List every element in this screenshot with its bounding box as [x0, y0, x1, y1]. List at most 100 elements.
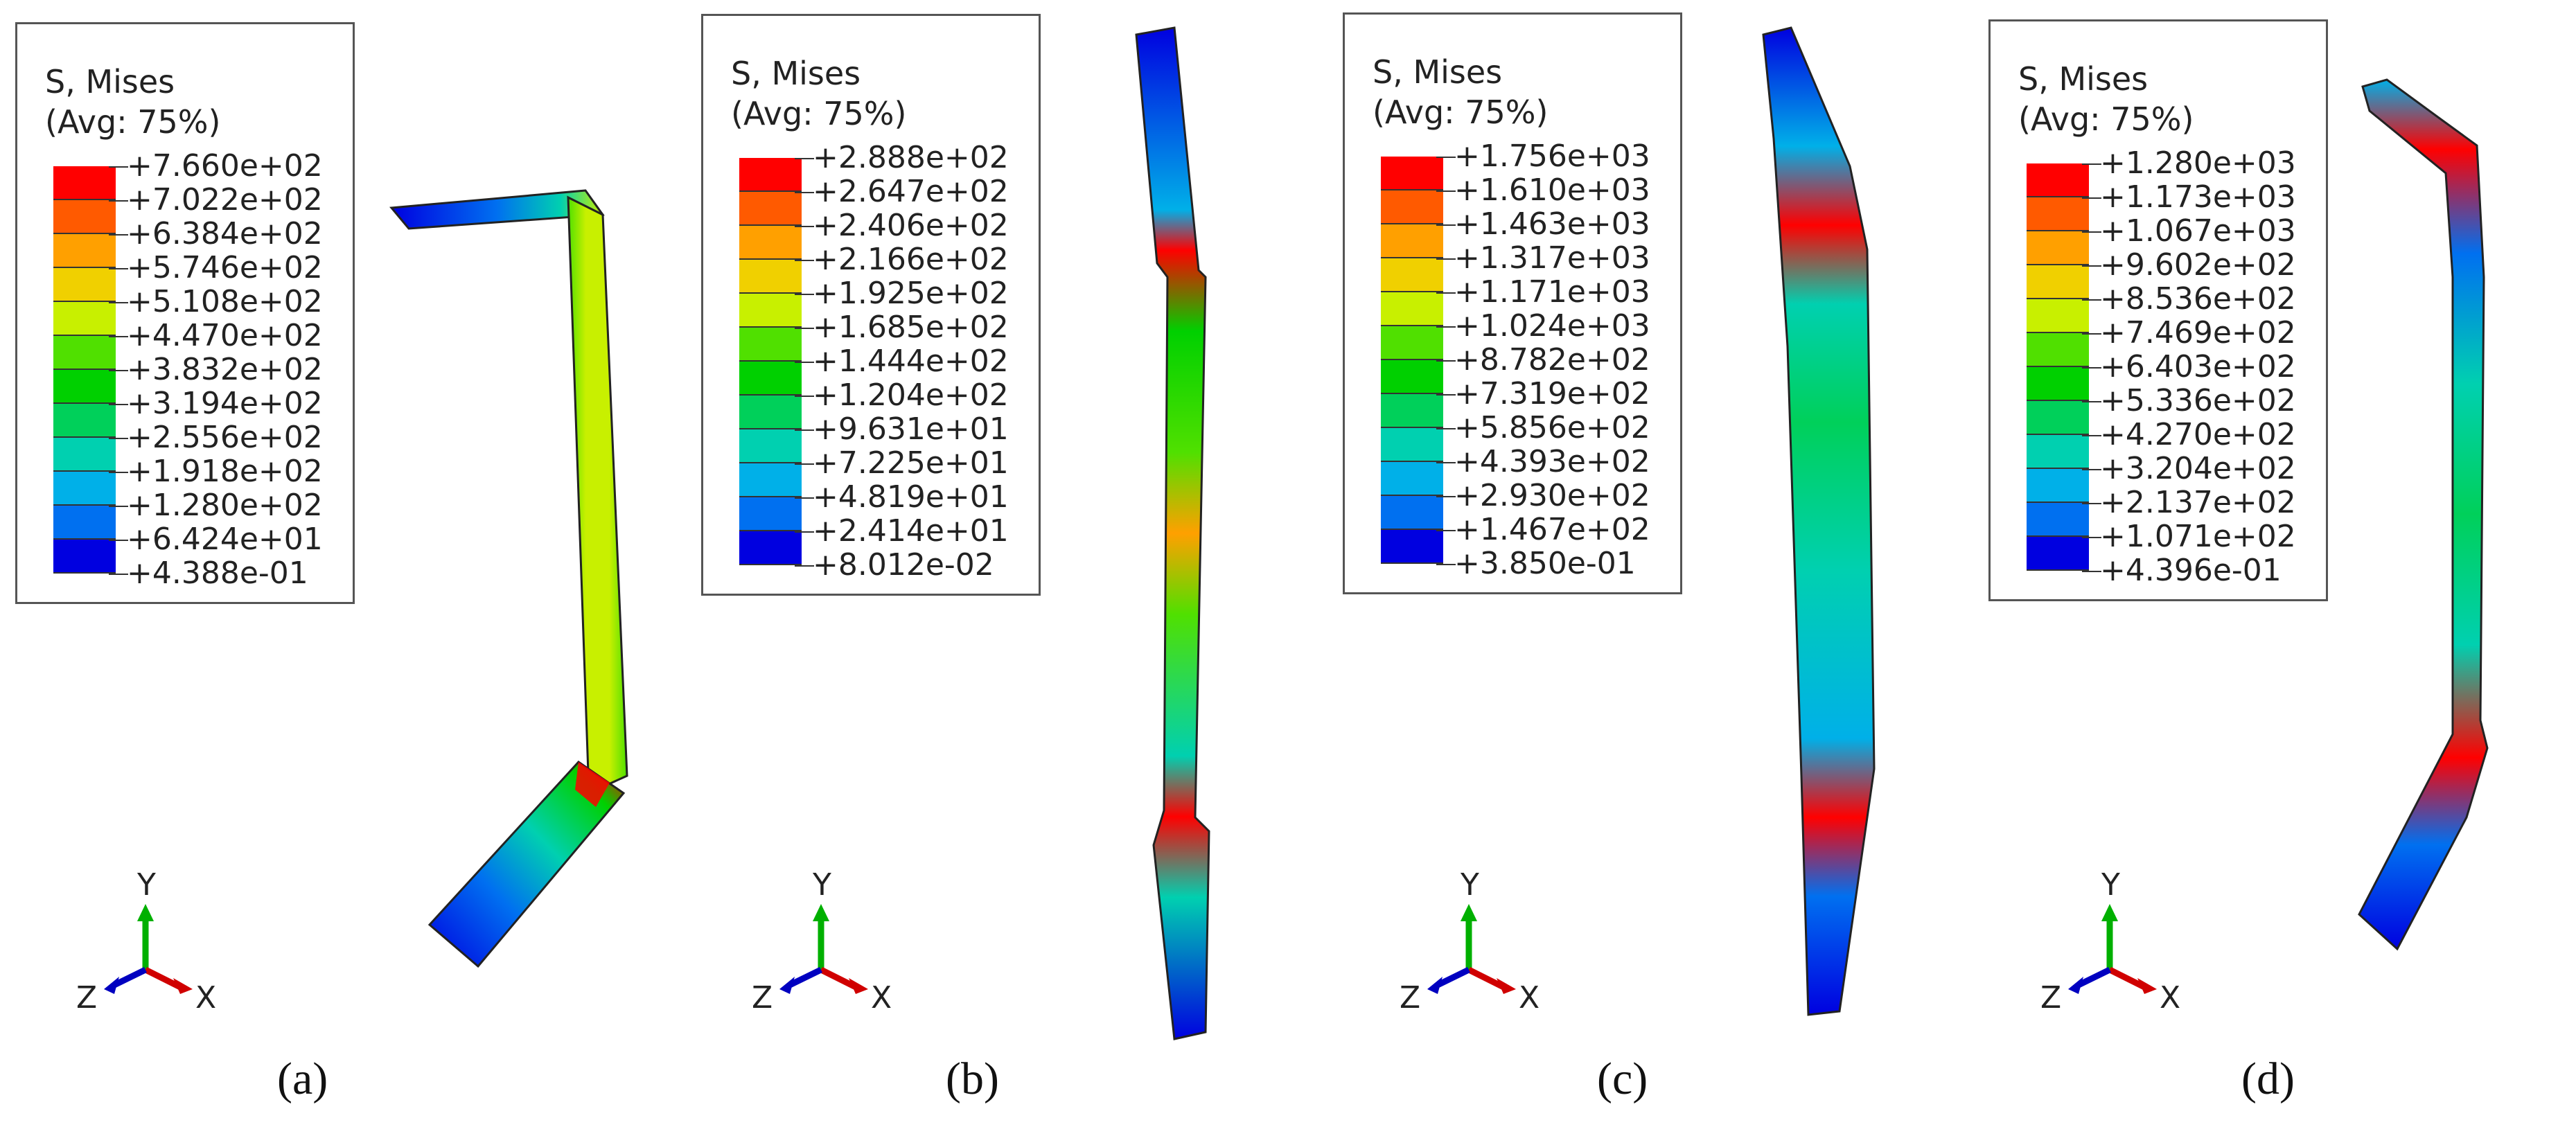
- legend-value: +2.406e+02: [813, 208, 1009, 243]
- legend-value: +4.396e-01: [2100, 553, 2282, 588]
- legend-value: +3.194e+02: [127, 386, 323, 421]
- legend-value: +6.424e+01: [127, 522, 323, 557]
- legend-subtitle-a: (Avg: 75%): [45, 103, 221, 141]
- legend-title-d: S, Mises: [2018, 60, 2149, 98]
- legend-tick: [1436, 157, 1456, 158]
- legend-value: +2.930e+02: [1454, 478, 1650, 513]
- axis-triad-a: Y X Z: [76, 867, 216, 1015]
- legend-value: +1.171e+03: [1454, 274, 1650, 310]
- legend-value: +1.463e+03: [1454, 206, 1650, 242]
- legend-value: +9.631e+01: [813, 411, 1009, 447]
- legend-tick: [2082, 401, 2101, 402]
- legend-title-c: S, Mises: [1373, 53, 1503, 91]
- legend-value: +5.856e+02: [1454, 410, 1650, 445]
- legend-value: +1.918e+02: [127, 454, 323, 489]
- legend-value: +8.782e+02: [1454, 342, 1650, 378]
- legend-value: +7.319e+02: [1454, 376, 1650, 411]
- legend-b: S, Mises (Avg: 75%) +2.888e+02 +2.647e+0…: [701, 14, 1041, 596]
- x-axis-label: X: [1519, 980, 1540, 1015]
- legend-value: +1.756e+03: [1454, 139, 1650, 174]
- legend-a: S, Mises (Avg: 75%) +7.660e+02 +7.022e+0…: [15, 22, 355, 604]
- legend-subtitle-c: (Avg: 75%): [1373, 94, 1549, 131]
- legend-value: +1.024e+03: [1454, 308, 1650, 344]
- legend-tick: [1436, 258, 1456, 260]
- legend-value: +1.467e+02: [1454, 512, 1650, 547]
- legend-tick: [2082, 197, 2101, 199]
- legend-value: +2.137e+02: [2100, 485, 2296, 520]
- legend-tick: [1436, 360, 1456, 362]
- legend-value: +4.819e+01: [813, 479, 1009, 515]
- legend-value: +9.602e+02: [2100, 247, 2296, 283]
- legend-value: +8.012e-02: [813, 547, 994, 583]
- legend-value: +1.204e+02: [813, 378, 1009, 413]
- panel-label-d: (d): [2241, 1054, 2295, 1104]
- legend-value: +1.685e+02: [813, 310, 1009, 345]
- legend-tick: [2082, 537, 2101, 538]
- legend-value: +2.647e+02: [813, 174, 1009, 209]
- legend-value: +1.280e+02: [127, 488, 323, 523]
- legend-subtitle-d: (Avg: 75%): [2018, 100, 2194, 138]
- legend-tick: [1436, 530, 1456, 531]
- legend-tick: [1436, 394, 1456, 396]
- stress-contour-a: [389, 189, 628, 968]
- legend-value: +7.660e+02: [127, 148, 323, 184]
- legend-tick: [795, 497, 814, 499]
- legend-tick: [795, 158, 814, 159]
- legend-tick: [1436, 428, 1456, 429]
- legend-tick: [795, 531, 814, 533]
- legend-value: +1.925e+02: [813, 276, 1009, 311]
- colorbar-b: [739, 158, 802, 565]
- legend-tick: [795, 260, 814, 261]
- legend-tick: [109, 234, 128, 236]
- legend-tick: [109, 574, 128, 575]
- panel-b: S, Mises (Avg: 75%) +2.888e+02 +2.647e+0…: [682, 0, 1327, 1136]
- legend-tick: [109, 438, 128, 439]
- legend-value: +2.888e+02: [813, 140, 1009, 175]
- y-axis-label: Y: [2101, 867, 2120, 903]
- legend-value: +4.393e+02: [1454, 444, 1650, 479]
- x-axis-label: X: [195, 980, 216, 1015]
- y-axis-label: Y: [136, 867, 156, 903]
- legend-value: +2.414e+01: [813, 513, 1009, 549]
- legend-tick: [109, 370, 128, 371]
- legend-tick: [795, 192, 814, 193]
- legend-tick: [1436, 496, 1456, 497]
- axis-triad-b: Y X Z: [752, 867, 892, 1015]
- stress-contour-b: [1135, 26, 1210, 1040]
- z-axis-label: Z: [752, 980, 773, 1015]
- legend-value: +1.444e+02: [813, 344, 1009, 379]
- legend-tick: [2082, 299, 2101, 301]
- legend-value: +1.317e+03: [1454, 240, 1650, 276]
- legend-tick: [2082, 333, 2101, 335]
- z-axis-label: Z: [2040, 980, 2061, 1015]
- legend-value: +5.336e+02: [2100, 383, 2296, 418]
- z-axis-label: Z: [76, 980, 97, 1015]
- legend-value: +1.610e+03: [1454, 172, 1650, 208]
- legend-value: +4.388e-01: [127, 556, 308, 591]
- stress-contour-c: [1762, 26, 1876, 1016]
- legend-tick: [1436, 326, 1456, 328]
- legend-tick: [2082, 265, 2101, 267]
- legend-value: +1.173e+03: [2100, 179, 2296, 215]
- panel-a: S, Mises (Avg: 75%) +7.660e+02 +7.022e+0…: [0, 0, 644, 1136]
- legend-subtitle-b: (Avg: 75%): [731, 95, 907, 132]
- legend-value: +7.225e+01: [813, 445, 1009, 481]
- y-axis-label: Y: [1460, 867, 1479, 903]
- legend-tick: [2082, 571, 2101, 572]
- legend-tick: [1436, 224, 1456, 226]
- z-axis-label: Z: [1400, 980, 1420, 1015]
- panel-d: S, Mises (Avg: 75%) +1.280e+03 +1.173e+0…: [1968, 0, 2576, 1136]
- legend-title-a: S, Mises: [45, 63, 175, 100]
- legend-value: +3.832e+02: [127, 352, 323, 387]
- legend-value: +7.022e+02: [127, 182, 323, 218]
- legend-tick: [109, 404, 128, 405]
- legend-value: +6.384e+02: [127, 216, 323, 251]
- legend-tick: [1436, 564, 1456, 565]
- legend-value: +6.403e+02: [2100, 349, 2296, 384]
- legend-tick: [795, 429, 814, 431]
- legend-value: +3.850e-01: [1454, 546, 1636, 581]
- legend-tick: [109, 472, 128, 473]
- legend-tick: [795, 328, 814, 329]
- legend-tick: [1436, 292, 1456, 294]
- legend-tick: [795, 294, 814, 295]
